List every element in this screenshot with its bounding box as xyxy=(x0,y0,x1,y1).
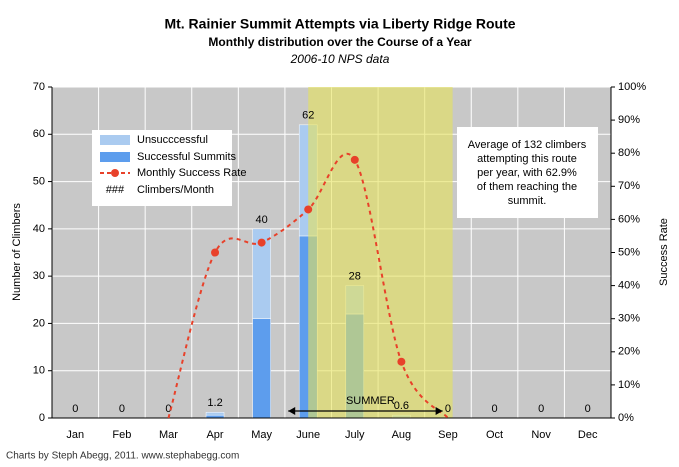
legend-label: Unsucccessful xyxy=(137,134,208,146)
credit: Charts by Steph Abegg, 2011. www.stephab… xyxy=(6,451,239,462)
x-tick-label: June xyxy=(296,429,320,441)
legend-label: Successful Summits xyxy=(137,151,237,163)
y-tick-label: 0 xyxy=(39,412,45,424)
y2-tick-label: 70% xyxy=(618,180,640,192)
total-label: 0.6 xyxy=(394,400,409,412)
annotation-line: per year, with 62.9% xyxy=(477,167,577,179)
x-tick-label: Nov xyxy=(531,429,551,441)
x-tick-label: Mar xyxy=(159,429,178,441)
legend-label: Monthly Success Rate xyxy=(137,167,246,179)
x-tick-label: Jan xyxy=(66,429,84,441)
total-label: 0 xyxy=(491,403,497,415)
success-rate-marker xyxy=(397,357,406,366)
y-tick-label: 40 xyxy=(33,223,45,235)
annotation-line: attempting this route xyxy=(477,153,577,165)
y2-tick-label: 10% xyxy=(618,379,640,391)
x-tick-label: Sep xyxy=(438,429,458,441)
summer-label: SUMMER xyxy=(346,395,395,407)
chart-subtitle: Monthly distribution over the Course of … xyxy=(208,35,471,49)
summer-shading xyxy=(308,87,453,418)
x-tick-label: Aug xyxy=(392,429,412,441)
y2-tick-label: 0% xyxy=(618,412,634,424)
total-label: 62 xyxy=(302,110,314,122)
y2-tick-label: 40% xyxy=(618,280,640,292)
x-tick-label: Apr xyxy=(206,429,223,441)
y-tick-label: 30 xyxy=(33,270,45,282)
y-tick-label: 50 xyxy=(33,175,45,187)
total-label: 40 xyxy=(256,214,268,226)
legend-symbol: ### xyxy=(106,184,125,196)
legend-swatch xyxy=(100,135,130,145)
total-label: 0 xyxy=(119,403,125,415)
total-label: 0 xyxy=(445,403,451,415)
total-label: 0 xyxy=(165,403,171,415)
legend-marker xyxy=(111,169,119,177)
success-rate-marker xyxy=(211,248,220,257)
y-axis-title: Number of Climbers xyxy=(11,203,23,301)
total-label: 0 xyxy=(538,403,544,415)
x-tick-label: Feb xyxy=(112,429,131,441)
bar xyxy=(252,228,271,319)
success-rate-marker xyxy=(350,155,359,164)
success-rate-marker xyxy=(257,238,266,247)
y2-tick-label: 20% xyxy=(618,346,640,358)
x-tick-label: May xyxy=(251,429,272,441)
bar xyxy=(205,412,225,416)
total-label: 0 xyxy=(72,403,78,415)
success-rate-marker xyxy=(304,205,313,214)
x-tick-label: July xyxy=(345,429,365,441)
chart-note: 2006-10 NPS data xyxy=(290,52,390,66)
legend-label: Climbers/Month xyxy=(137,184,214,196)
y2-tick-label: 50% xyxy=(618,246,640,258)
total-label: 1.2 xyxy=(207,397,222,409)
y2-tick-label: 30% xyxy=(618,313,640,325)
x-tick-label: Oct xyxy=(486,429,503,441)
x-tick-label: Dec xyxy=(578,429,598,441)
total-label: 0 xyxy=(585,403,591,415)
annotation-line: of them reaching the xyxy=(477,181,577,193)
y-tick-label: 60 xyxy=(33,128,45,140)
y2-axis-title: Success Rate xyxy=(658,218,670,286)
chart-title: Mt. Rainier Summit Attempts via Liberty … xyxy=(164,16,515,32)
y2-tick-label: 90% xyxy=(618,114,640,126)
y-tick-label: 70 xyxy=(33,81,45,93)
legend-swatch xyxy=(100,152,130,162)
y-tick-label: 20 xyxy=(33,317,45,329)
y-tick-label: 10 xyxy=(33,365,45,377)
annotation-line: summit. xyxy=(508,195,547,207)
total-label: 28 xyxy=(349,271,361,283)
bar xyxy=(252,318,271,419)
y2-tick-label: 60% xyxy=(618,213,640,225)
y2-tick-label: 80% xyxy=(618,147,640,159)
annotation-line: Average of 132 climbers xyxy=(468,139,587,151)
y2-tick-label: 100% xyxy=(618,81,646,93)
annotation-box xyxy=(457,127,598,218)
